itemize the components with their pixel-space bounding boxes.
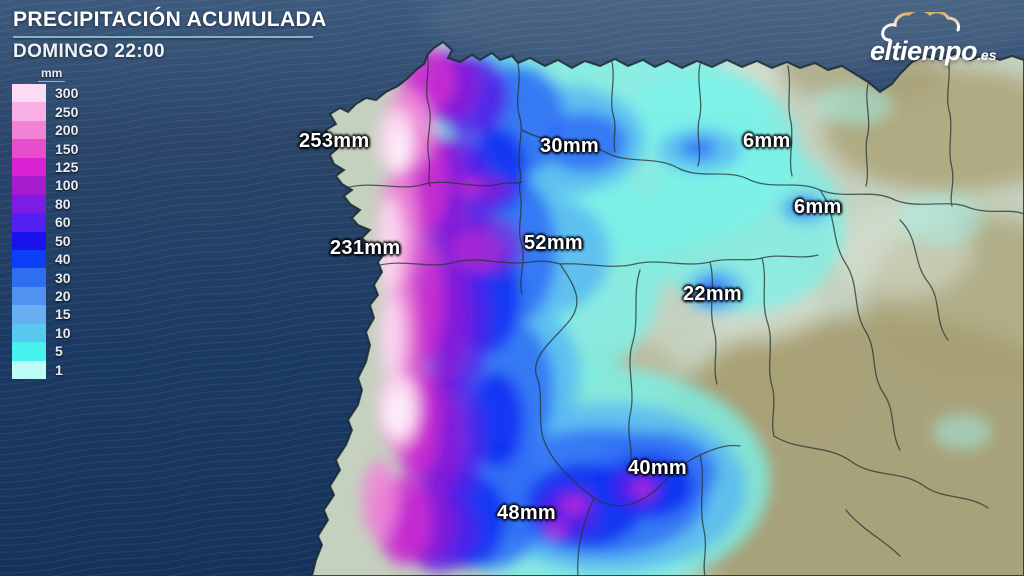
legend-row: 150 (12, 139, 79, 158)
precip-value-label: 231mm (330, 237, 401, 259)
precip-value-label: 52mm (524, 232, 584, 254)
legend-swatch (12, 360, 46, 379)
legend-value: 300 (55, 85, 79, 102)
legend-swatch (12, 323, 46, 343)
precip-value-label: 30mm (540, 135, 600, 157)
legend-row: 1 (12, 360, 78, 379)
legend-row: 5 (12, 342, 78, 361)
legend-swatch (12, 102, 46, 121)
legend-swatch (12, 213, 46, 232)
legend-swatch (12, 231, 46, 250)
legend-swatch (12, 194, 46, 214)
legend-swatch (12, 84, 46, 103)
legend-value: 15 (55, 306, 71, 323)
cloud-icon (881, 12, 960, 42)
legend-value: 50 (55, 232, 71, 249)
page-subtitle: DOMINGO 22:00 (13, 41, 165, 62)
legend-swatch (12, 342, 46, 361)
legend-row: 200 (12, 120, 79, 140)
legend-unit-label: mm (38, 66, 66, 82)
legend-swatch (12, 305, 46, 324)
legend-value: 100 (55, 177, 79, 194)
legend-row: 20 (12, 286, 78, 306)
header: PRECIPITACIÓN ACUMULADA DOMINGO 22:00 (13, 8, 327, 63)
legend-row: 100 (12, 176, 79, 195)
legend-swatch (12, 176, 46, 195)
logo-name: eltiempo (870, 36, 978, 66)
logo-tld: .es (977, 47, 997, 63)
precip-value-label: 253mm (299, 130, 370, 152)
eltiempo-logo: eltiempo.es (870, 12, 1012, 66)
legend-value: 20 (55, 288, 71, 305)
province-borders (344, 51, 1024, 576)
title-underline (13, 36, 313, 38)
legend-row: 250 (12, 102, 79, 121)
legend-value: 200 (55, 122, 79, 139)
legend-value: 250 (55, 103, 79, 120)
legend-row: 40 (12, 249, 78, 269)
legend-value: 1 (55, 361, 63, 378)
precip-value-label: 6mm (794, 196, 842, 218)
legend-row: 15 (12, 305, 78, 324)
precipitation-legend: mm 300 250 200 150 125 100 80 60 50 40 (12, 64, 78, 379)
legend-swatch (12, 249, 46, 269)
legend-row: 60 (12, 213, 78, 232)
legend-value: 30 (55, 269, 71, 286)
legend-value: 150 (55, 140, 79, 157)
legend-row: 80 (12, 194, 78, 214)
legend-value: 40 (55, 251, 71, 268)
legend-swatch (12, 286, 46, 306)
precip-value-label: 22mm (683, 283, 743, 305)
precip-value-label: 6mm (743, 130, 791, 152)
legend-value: 60 (55, 214, 71, 231)
legend-row: 125 (12, 157, 79, 177)
legend-swatch (12, 120, 46, 140)
legend-row: 10 (12, 323, 78, 343)
precipitation-layer (362, 42, 992, 576)
legend-swatch (12, 268, 46, 287)
legend-value: 80 (55, 195, 71, 212)
precip-value-label: 40mm (628, 457, 688, 479)
legend-swatch (12, 157, 46, 177)
page-title: PRECIPITACIÓN ACUMULADA (13, 8, 327, 31)
legend-row: 50 (12, 231, 78, 250)
legend-value: 5 (55, 343, 63, 360)
legend-value: 125 (55, 158, 79, 175)
logo-text: eltiempo.es (870, 36, 997, 67)
legend-rows: 300 250 200 150 125 100 80 60 50 40 30 (12, 84, 78, 379)
legend-row: 30 (12, 268, 78, 287)
legend-swatch (12, 139, 46, 158)
legend-value: 10 (55, 324, 71, 341)
legend-row: 300 (12, 84, 79, 103)
precip-value-label: 48mm (497, 502, 557, 524)
